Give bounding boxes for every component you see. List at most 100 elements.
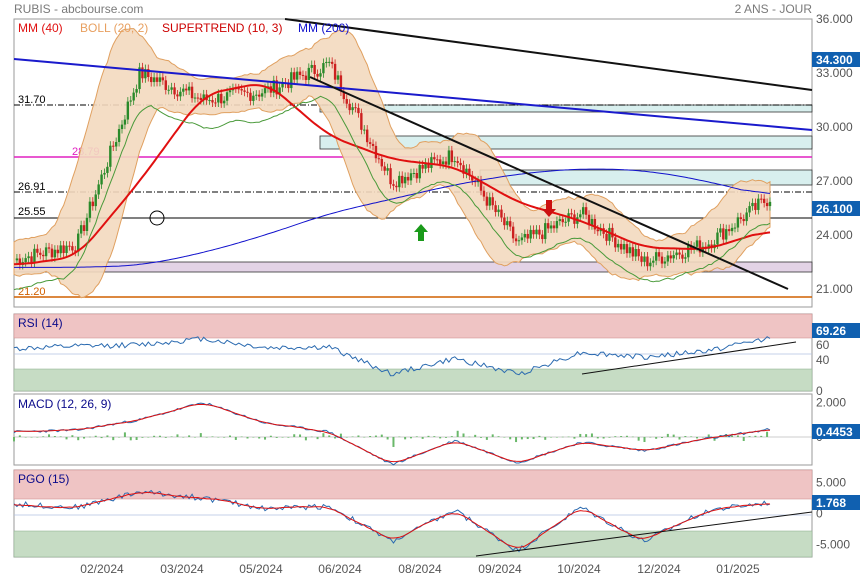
last-value-badge	[812, 52, 860, 67]
candle-body	[722, 228, 725, 240]
candle-body	[511, 226, 515, 239]
candle-body	[657, 252, 661, 257]
candle-body	[634, 249, 637, 257]
pgo-value-badge	[812, 495, 860, 510]
candle-body	[106, 166, 109, 173]
candle-body	[53, 249, 57, 258]
candle-body	[275, 80, 278, 95]
macd-histogram-bar	[334, 437, 337, 439]
candle-body	[471, 175, 474, 181]
legend-mm200: MM (200)	[298, 21, 349, 35]
candle-body	[109, 145, 112, 167]
candle-body	[520, 237, 524, 241]
macd-histogram-bar	[71, 435, 74, 437]
candle-body	[348, 103, 351, 111]
candle-body	[768, 201, 772, 207]
candle-body	[316, 73, 319, 77]
macd-histogram-bar	[672, 434, 675, 437]
candle-body	[581, 207, 585, 215]
macd-histogram-bar	[655, 437, 658, 439]
macd-value-badge	[812, 424, 860, 439]
candle-body	[85, 217, 89, 231]
candle-body	[24, 258, 27, 263]
candle-body	[237, 88, 240, 90]
rsi-line	[13, 336, 771, 377]
macd-histogram-bar	[497, 436, 500, 437]
macd-histogram-bar	[480, 437, 483, 438]
macd-histogram-bar	[398, 436, 401, 438]
candle-body	[441, 161, 445, 165]
macd-histogram	[13, 430, 769, 447]
candle-body	[695, 240, 699, 247]
price-tick-label: 33.000	[816, 66, 853, 80]
candle-body	[450, 150, 454, 163]
macd-histogram-bar	[112, 437, 115, 441]
macd-histogram-bar	[637, 437, 640, 441]
supertrend-line	[13, 95, 771, 291]
candle-body	[79, 225, 83, 234]
candle-body	[88, 201, 92, 218]
macd-histogram-bar	[380, 434, 383, 437]
macd-histogram-bar	[345, 437, 348, 438]
candle-body	[462, 165, 465, 174]
macd-histogram-bar	[561, 436, 564, 438]
candle-body	[336, 75, 340, 80]
candle-body	[94, 194, 97, 207]
candle-body	[730, 227, 734, 232]
candle-body	[141, 67, 144, 79]
candle-body	[529, 229, 532, 239]
candle-body	[220, 93, 223, 104]
macd-histogram-bar	[211, 436, 214, 437]
macd-histogram-bar	[596, 437, 599, 439]
candle-body	[590, 218, 594, 226]
candle-body	[15, 258, 19, 261]
candle-body	[249, 92, 252, 101]
legend-boll: BOLL (20, 2)	[80, 21, 148, 35]
price-tick-label: 30.000	[816, 120, 853, 134]
macd-histogram-bar	[77, 437, 80, 441]
macd-histogram-bar	[182, 437, 185, 438]
macd-histogram-bar	[164, 437, 167, 438]
macd-histogram-bar	[462, 433, 465, 437]
candle-body	[126, 101, 130, 120]
crossover-circle	[149, 210, 165, 226]
candle-body	[281, 82, 284, 88]
candle-body	[65, 245, 68, 253]
macd-histogram-bar	[88, 436, 91, 438]
candle-body	[371, 143, 375, 146]
macd-histogram-bar	[696, 437, 699, 439]
candle-body	[401, 175, 404, 184]
candle-body	[313, 64, 316, 74]
candle-body	[97, 184, 100, 195]
candle-body	[217, 93, 220, 103]
candle-body	[701, 246, 705, 253]
candle-body	[500, 209, 503, 218]
candle-body	[389, 168, 392, 185]
candle-body	[100, 174, 103, 185]
rsi-value-badge	[812, 323, 860, 338]
rsi-oversold-zone	[13, 368, 813, 392]
sell-arrow-icon	[542, 200, 556, 217]
date-tick-label: 05/2024	[239, 562, 283, 576]
rsi-trendline	[581, 341, 797, 375]
candle-body	[742, 219, 745, 222]
candle-body	[684, 257, 687, 259]
candle-body	[377, 158, 381, 160]
macd-histogram-bar	[450, 436, 453, 437]
macd-histogram-bar	[625, 435, 628, 437]
candle-body	[71, 246, 74, 251]
macd-histogram-bar	[24, 437, 27, 438]
candle-body	[182, 88, 185, 92]
candle-body	[190, 86, 194, 99]
current-price-badge	[812, 201, 860, 216]
rsi-overbought-zone	[13, 313, 813, 339]
candle-body	[666, 255, 670, 262]
macd-histogram-bar	[123, 432, 126, 437]
candle-body	[482, 190, 486, 197]
macd-histogram-bar	[193, 437, 196, 438]
candle-body	[304, 75, 308, 80]
macd-histogram-bar	[526, 437, 529, 440]
macd-histogram-bar	[742, 437, 745, 442]
candle-body	[44, 247, 48, 257]
candle-body	[406, 176, 410, 181]
